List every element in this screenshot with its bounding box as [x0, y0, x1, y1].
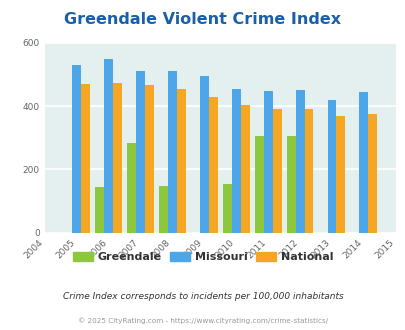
Bar — [240, 105, 249, 233]
Bar — [104, 59, 113, 233]
Bar — [367, 114, 376, 233]
Bar — [159, 186, 168, 233]
Bar — [199, 76, 208, 233]
Legend: Greendale, Missouri, National: Greendale, Missouri, National — [68, 248, 337, 267]
Bar — [286, 136, 295, 233]
Bar — [263, 91, 272, 233]
Bar — [145, 85, 153, 233]
Bar — [113, 83, 121, 233]
Text: Greendale Violent Crime Index: Greendale Violent Crime Index — [64, 12, 341, 26]
Bar — [358, 92, 367, 233]
Bar — [254, 136, 263, 233]
Bar — [222, 184, 231, 233]
Bar — [72, 65, 81, 233]
Bar — [208, 97, 217, 233]
Bar — [168, 71, 177, 233]
Bar — [231, 89, 240, 233]
Bar — [136, 71, 145, 233]
Bar — [327, 100, 336, 233]
Bar — [295, 90, 304, 233]
Bar — [95, 187, 104, 233]
Bar — [336, 116, 345, 233]
Text: © 2025 CityRating.com - https://www.cityrating.com/crime-statistics/: © 2025 CityRating.com - https://www.city… — [78, 317, 327, 324]
Bar — [304, 109, 313, 233]
Bar — [127, 143, 136, 233]
Bar — [272, 109, 281, 233]
Text: Crime Index corresponds to incidents per 100,000 inhabitants: Crime Index corresponds to incidents per… — [62, 292, 343, 301]
Bar — [81, 84, 90, 233]
Bar — [177, 89, 185, 233]
